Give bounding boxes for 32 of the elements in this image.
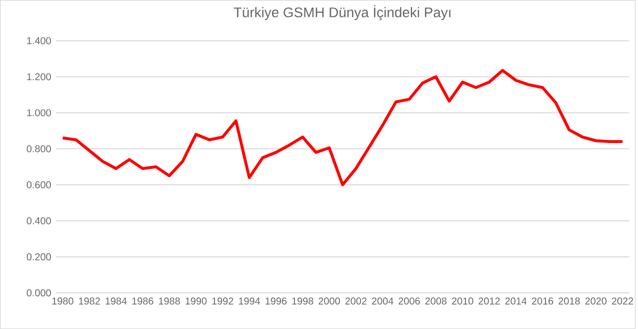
x-tick-label: 2002 bbox=[345, 298, 366, 305]
x-tick-label: 1998 bbox=[292, 298, 314, 305]
x-tick-label: 2022 bbox=[612, 298, 634, 305]
x-tick-label: 2020 bbox=[585, 298, 607, 305]
x-tick-label: 2004 bbox=[372, 298, 394, 305]
y-tick-label: 0.400 bbox=[26, 217, 51, 224]
x-tick-label: 1988 bbox=[158, 298, 180, 305]
x-tick-label: 1984 bbox=[106, 298, 127, 305]
x-tick-label: 1986 bbox=[132, 298, 154, 305]
x-tick-label: 2008 bbox=[425, 298, 447, 305]
line-series bbox=[61, 69, 624, 186]
x-tick-label: 2016 bbox=[532, 298, 554, 305]
y-tick-label: 0.000 bbox=[26, 289, 51, 296]
y-tick-label: 1.200 bbox=[27, 73, 51, 80]
x-tick-label: 2014 bbox=[505, 298, 527, 305]
x-tick-label: 2018 bbox=[558, 298, 580, 305]
x-tick-label: 1996 bbox=[266, 298, 287, 305]
x-tick-label: 2012 bbox=[478, 298, 500, 305]
y-tick-label: 0.800 bbox=[26, 145, 51, 152]
x-tick-label: 1990 bbox=[186, 298, 207, 305]
chart-title: Türkiye GSMH Dünya İçindeki Payı bbox=[234, 5, 450, 20]
x-tick-label: 2006 bbox=[398, 298, 420, 305]
y-tick-label: 0.600 bbox=[26, 181, 51, 188]
x-tick-label: 2000 bbox=[318, 298, 340, 305]
x-tick-label: 1994 bbox=[238, 298, 260, 305]
y-tick-label: 1.000 bbox=[27, 109, 51, 116]
x-tick-label: 1992 bbox=[212, 298, 234, 305]
x-tick-label: 1980 bbox=[52, 298, 74, 305]
y-tick-label: 1.400 bbox=[27, 37, 51, 44]
x-tick-label: 1982 bbox=[79, 298, 100, 305]
y-tick-label: 0.200 bbox=[26, 253, 51, 260]
x-tick-label: 2010 bbox=[452, 298, 474, 305]
